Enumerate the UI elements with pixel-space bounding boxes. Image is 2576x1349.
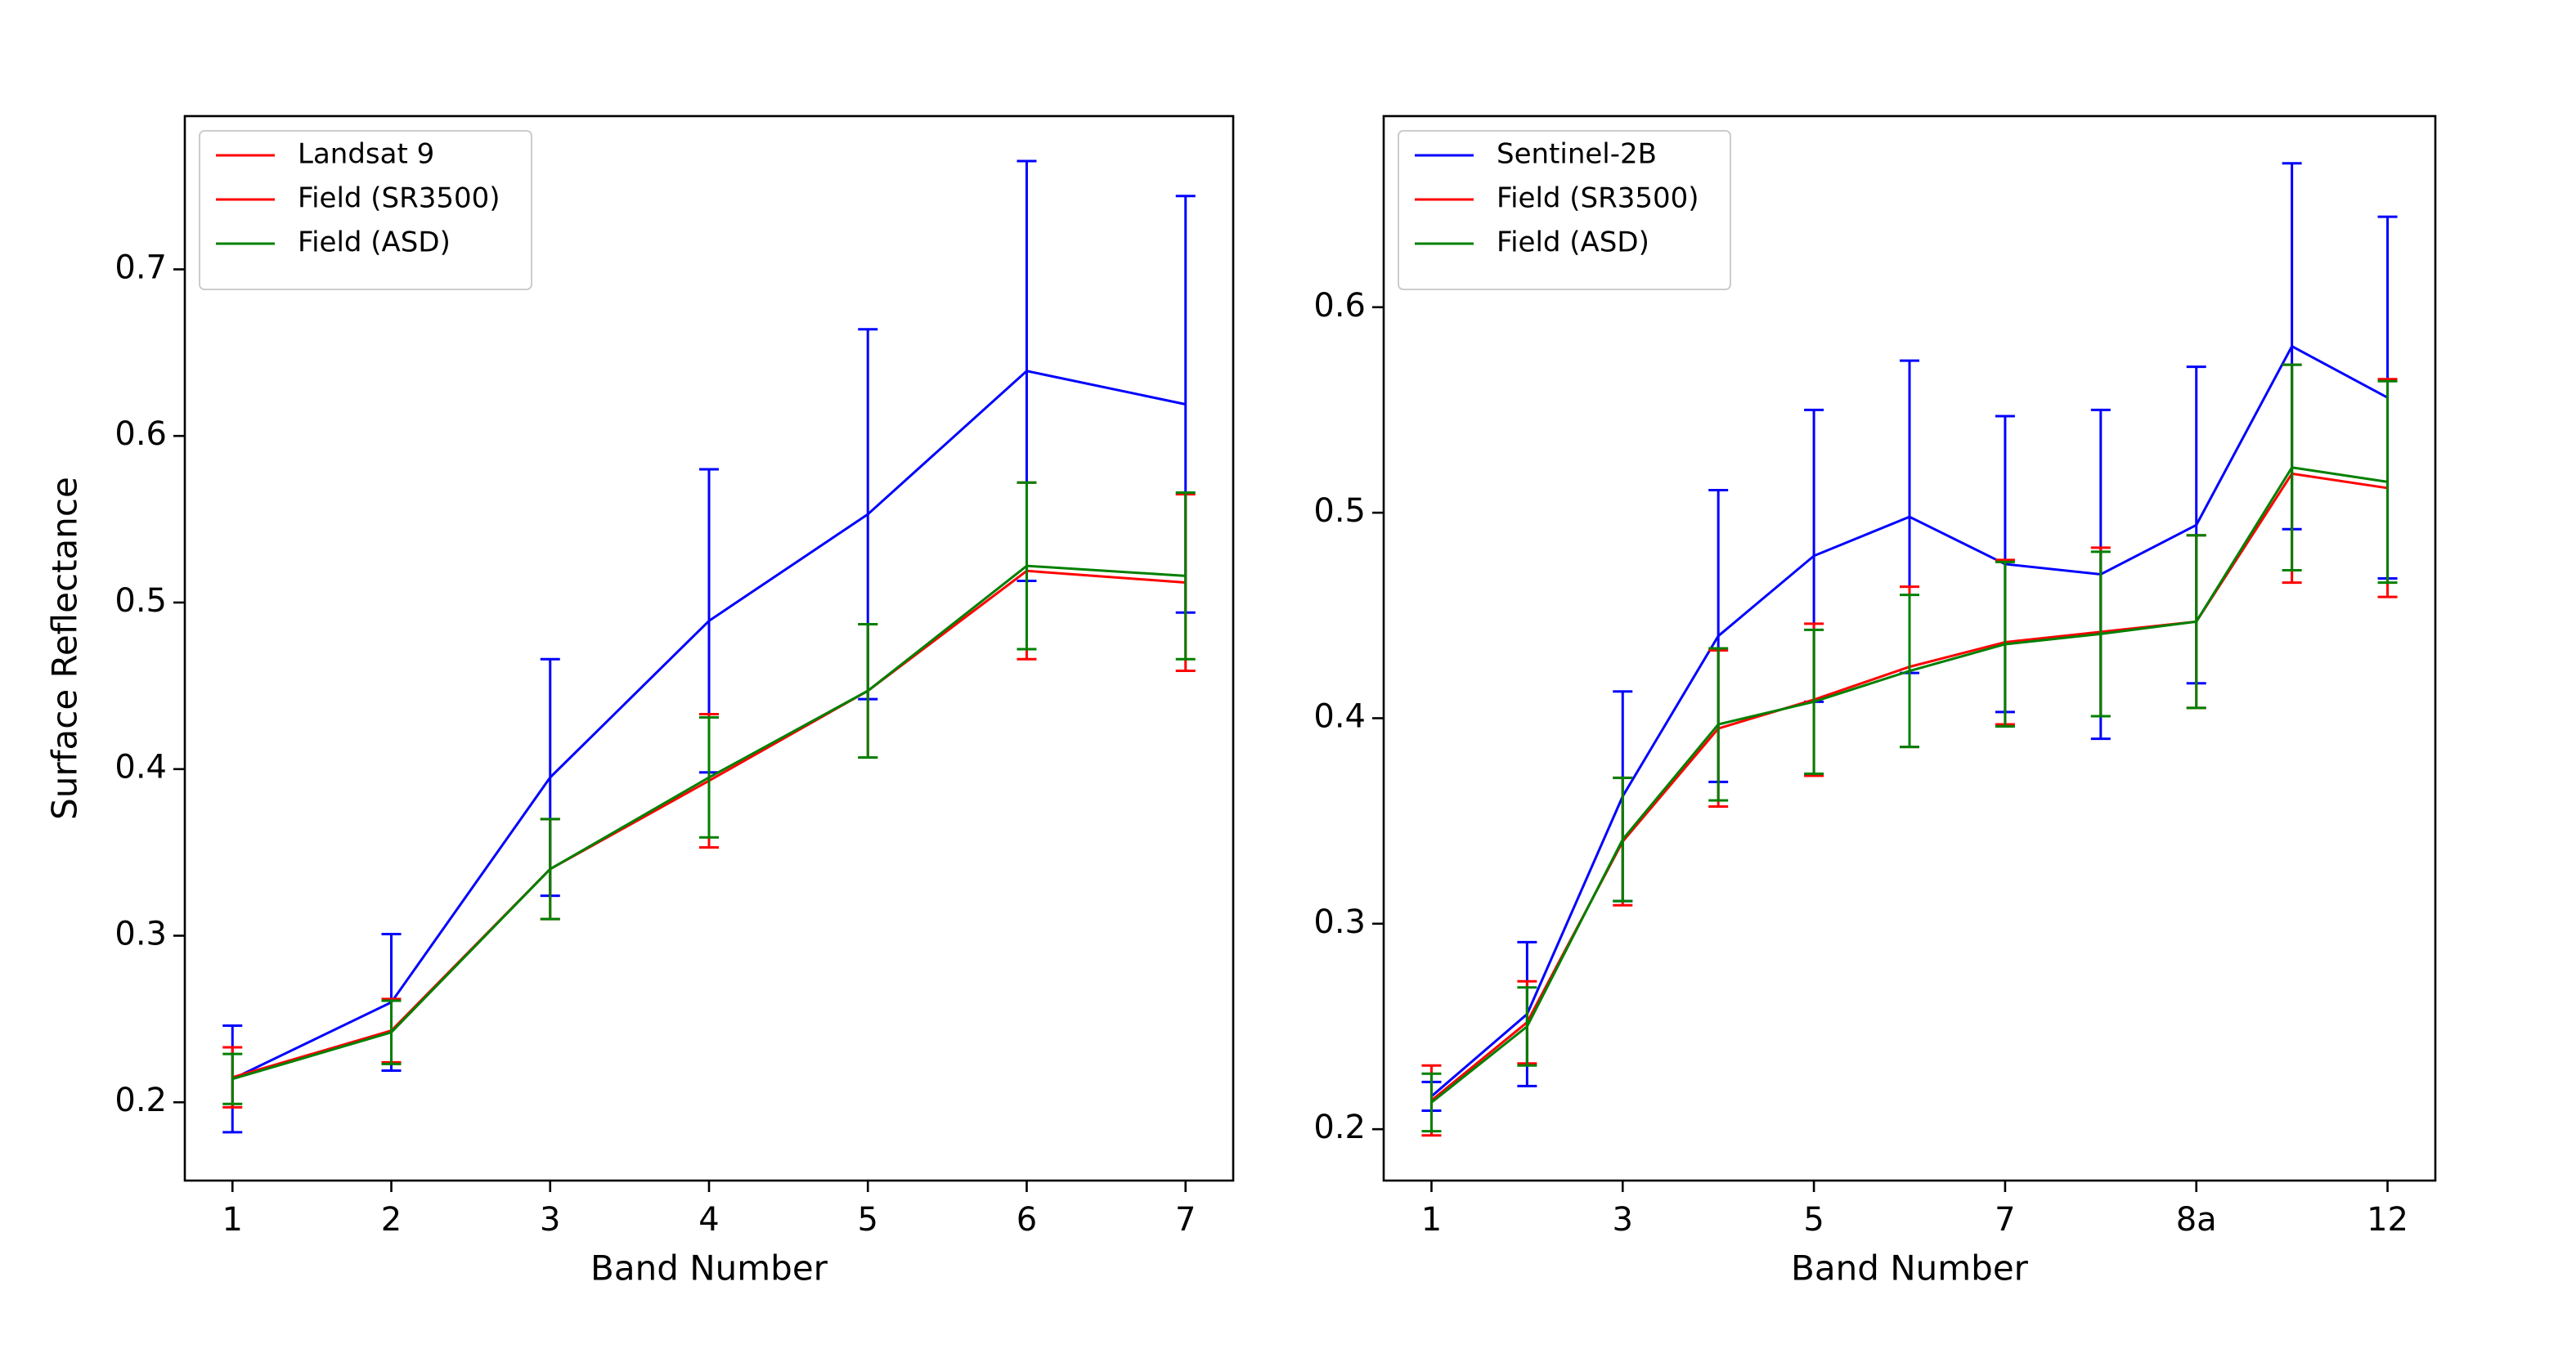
error-bar [1708, 647, 1729, 802]
error-bar [2282, 363, 2302, 571]
error-bar [1613, 776, 1633, 903]
y-tick-label: 0.2 [1313, 1109, 1366, 1146]
error-bar [381, 999, 402, 1065]
y-tick-label: 0.3 [114, 915, 167, 952]
y-tick-label: 0.4 [114, 749, 167, 787]
legend-label: Field (ASD) [298, 226, 451, 259]
error-bar [1016, 481, 1037, 651]
error-bar [540, 818, 560, 921]
y-tick-label: 0.6 [1313, 287, 1366, 325]
error-bar [1804, 628, 1824, 775]
x-tick-label: 7 [1995, 1201, 2015, 1239]
x-tick-label: 7 [1175, 1201, 1196, 1239]
y-tick-label: 0.5 [114, 582, 167, 620]
legend-label: Field (SR3500) [298, 182, 500, 215]
x-tick-label: 8a [2176, 1201, 2217, 1239]
legend-label: Landsat 9 [298, 138, 434, 171]
x-tick-label: 3 [540, 1201, 560, 1239]
x-axis-label: Band Number [590, 1248, 828, 1288]
legend-label: Field (SR3500) [1497, 182, 1699, 215]
error-bar [2377, 379, 2398, 585]
legend: Sentinel-2B Field (SR3500) Field (ASD) [1398, 130, 1731, 290]
legend: Landsat 9 Field (SR3500) Field (ASD) [199, 130, 532, 290]
y-tick-label: 0.3 [1313, 903, 1366, 941]
y-tick-label: 0.2 [114, 1082, 167, 1119]
y-tick-label: 0.4 [1313, 697, 1366, 735]
error-bar [1995, 560, 2015, 728]
x-tick-label: 3 [1613, 1201, 1633, 1239]
plot-frame [1382, 114, 2437, 1182]
x-tick-label: 5 [1803, 1201, 1824, 1239]
error-bar [1900, 594, 1919, 749]
error-bar [222, 1052, 243, 1105]
error-bar [2186, 534, 2206, 710]
x-axis-label: Band Number [1791, 1248, 2029, 1288]
error-bar [699, 716, 719, 839]
x-tick-label: 6 [1016, 1201, 1037, 1239]
legend-box [199, 130, 532, 290]
error-bar [1175, 491, 1196, 661]
y-tick-label: 0.6 [114, 415, 167, 453]
x-tick-label: 2 [381, 1201, 402, 1239]
error-bar [1517, 986, 1537, 1067]
x-tick-label: 1 [1421, 1201, 1442, 1239]
x-tick-label: 1 [222, 1201, 243, 1239]
x-tick-label: 4 [698, 1201, 719, 1239]
error-bar [1421, 1072, 1442, 1133]
x-tick-label: 5 [858, 1201, 878, 1239]
legend-label: Field (ASD) [1497, 226, 1649, 259]
error-bar [2090, 550, 2111, 718]
y-axis-label: Surface Reflectance [45, 477, 85, 820]
x-tick-label: 12 [2367, 1201, 2408, 1239]
y-tick-label: 0.5 [1313, 492, 1366, 530]
y-tick-label: 0.7 [114, 249, 167, 286]
legend-label: Sentinel-2B [1497, 138, 1657, 171]
error-bar [858, 622, 878, 759]
legend-box [1398, 130, 1731, 290]
